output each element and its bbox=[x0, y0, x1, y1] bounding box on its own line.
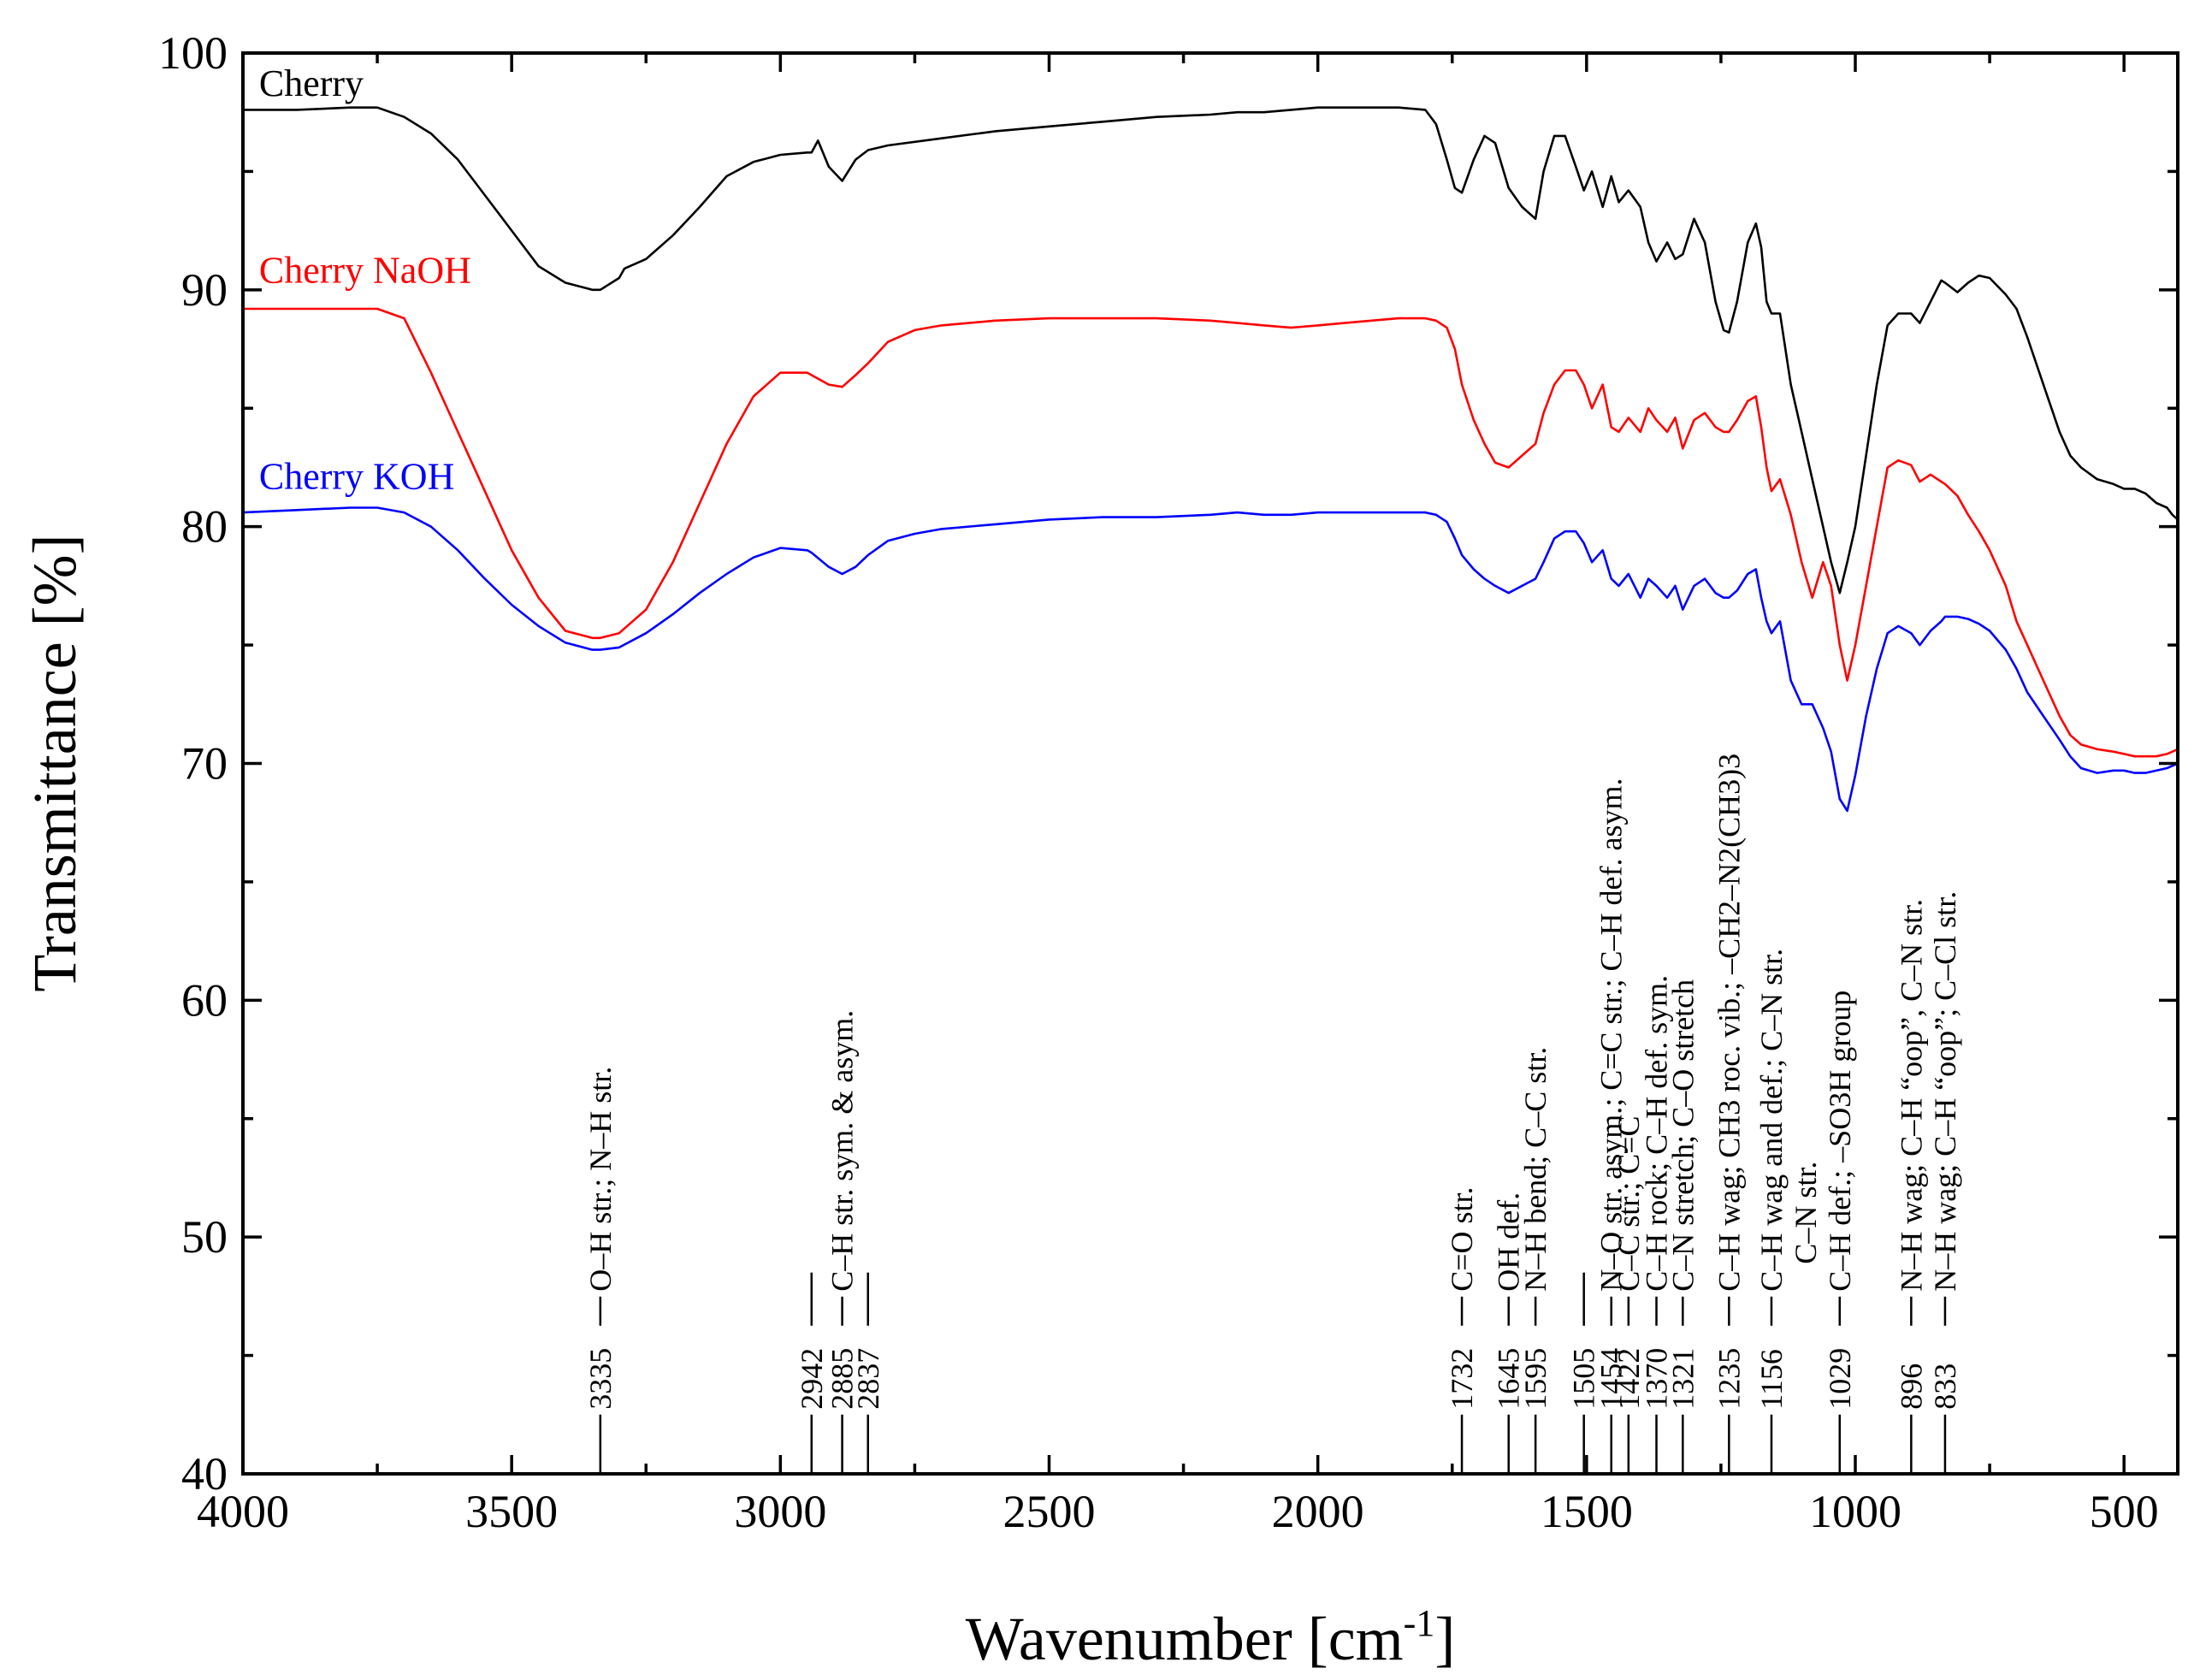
peak-annotation: C–N str. bbox=[1789, 1162, 1823, 1264]
x-tick-label: 3000 bbox=[734, 1486, 826, 1537]
peak-assignment-label: N–O str. asym.; C=C str.; C–H def. asym. bbox=[1594, 778, 1629, 1291]
plot-frame bbox=[241, 51, 2179, 1476]
x-tick-label: 2000 bbox=[1272, 1486, 1364, 1537]
peak-wavenumber-label: 896 bbox=[1894, 1364, 1928, 1410]
peak-assignment-label: N–H wag; C–H “oop”; C–Cl str. bbox=[1928, 891, 1962, 1292]
y-tick-label: 50 bbox=[181, 1211, 228, 1263]
peak-wavenumber-label: 2837 bbox=[851, 1348, 885, 1410]
peak-annotation: 1029 C–H def.; –SO3H group bbox=[1823, 991, 1857, 1474]
y-tick-label: 60 bbox=[181, 974, 228, 1026]
x-tick-label: 3500 bbox=[465, 1486, 558, 1537]
series-label: Cherry KOH bbox=[259, 455, 455, 497]
peak-wavenumber-label: 1029 bbox=[1823, 1348, 1857, 1410]
x-tick-label: 4000 bbox=[197, 1486, 289, 1537]
peak-wavenumber-label: 2885 bbox=[825, 1348, 860, 1410]
peak-annotation: 1156 C–H wag and def.; C–N str. bbox=[1754, 949, 1789, 1474]
y-tick-label: 70 bbox=[181, 738, 228, 790]
series-line-cherry bbox=[243, 106, 2179, 595]
peak-assignment-label: OH def. bbox=[1492, 1192, 1526, 1292]
peak-annotation: 1321 C–N stretch; C–O stretch bbox=[1665, 979, 1700, 1474]
x-tick-label: 1500 bbox=[1541, 1486, 1633, 1537]
peak-annotation: 3335 O–H str.; N–H str. bbox=[583, 1067, 618, 1474]
peak-wavenumber-label: 1505 bbox=[1567, 1348, 1601, 1410]
y-tick-label: 100 bbox=[158, 27, 228, 79]
x-axis-title: Wavenumber [cm-1] bbox=[966, 1602, 1456, 1673]
peak-annotation: 1370 C–H rock; C–H def. sym. bbox=[1640, 975, 1674, 1474]
peak-wavenumber-label: 1645 bbox=[1492, 1348, 1526, 1410]
peak-wavenumber-label: 1370 bbox=[1640, 1348, 1674, 1410]
peak-wavenumber-label: 1321 bbox=[1665, 1348, 1700, 1410]
peak-assignment-label: C–H def.; –SO3H group bbox=[1823, 991, 1857, 1292]
y-tick-label: 90 bbox=[181, 264, 228, 316]
peak-wavenumber-label: 833 bbox=[1928, 1364, 1962, 1410]
peak-wavenumber-label: 1422 bbox=[1612, 1348, 1646, 1410]
peak-annotation: 833 N–H wag; C–H “oop”; C–Cl str. bbox=[1928, 891, 1962, 1474]
peak-assignment-label: N–H bend; C–C str. bbox=[1518, 1047, 1552, 1292]
x-tick-label: 500 bbox=[2090, 1486, 2159, 1537]
series-label: Cherry bbox=[259, 62, 364, 104]
peak-annotation: 1595 N–H bend; C–C str. bbox=[1518, 1047, 1552, 1474]
peak-wavenumber-label: 1156 bbox=[1754, 1349, 1789, 1410]
peak-annotation: 1235 C–H wag; CH3 roc. vib.; –CH2–N2(CH3)… bbox=[1712, 754, 1746, 1474]
peak-assignment-label: O–H str.; N–H str. bbox=[583, 1067, 618, 1292]
peak-assignment-label: C–H str. sym. & asym. bbox=[825, 1010, 860, 1292]
series-layer: Cherry Cherry NaOH Cherry KOH bbox=[242, 62, 2179, 813]
y-axis-title: Transmittance [%] bbox=[21, 534, 89, 991]
axis-layer: 4000 3500 3000 2500 2000 1500 1000 500 40 50 60 70 8… bbox=[158, 27, 2178, 1537]
y-tick-label: 80 bbox=[181, 501, 228, 553]
peak-annotation: 1732 C=O str. bbox=[1445, 1186, 1479, 1474]
peak-annotation: 1422 C–C str.; C=C bbox=[1612, 1115, 1646, 1474]
peak-annotation: 1505 bbox=[1567, 1272, 1601, 1474]
y-tick-label: 40 bbox=[181, 1448, 228, 1500]
peak-wavenumber-label: 1732 bbox=[1445, 1348, 1479, 1410]
peak-annotation: 1645 OH def. bbox=[1492, 1192, 1526, 1474]
peak-assignment-label: C=O str. bbox=[1445, 1186, 1479, 1291]
x-tick-label: 2500 bbox=[1003, 1486, 1096, 1537]
peak-assignment-label: N–H wag; C–H “oop”, C–N str. bbox=[1894, 899, 1928, 1292]
peak-assignment-label: C–H rock; C–H def. sym. bbox=[1640, 975, 1674, 1292]
peak-wavenumber-label: 1235 bbox=[1712, 1348, 1746, 1410]
peak-assignment-label: C–C str.; C=C bbox=[1612, 1115, 1646, 1291]
series-line-cherry-naoh bbox=[243, 307, 2179, 758]
peak-assignment-label: C–H wag and def.; C–N str. bbox=[1754, 949, 1789, 1292]
series-line-cherry-koh bbox=[242, 506, 2179, 813]
peak-annotation: 896 N–H wag; C–H “oop”, C–N str. bbox=[1894, 899, 1928, 1474]
peak-wavenumber-label: 1595 bbox=[1518, 1348, 1552, 1410]
peak-annotation: 2837 bbox=[851, 1272, 885, 1474]
peak-annotation: 1454 N–O str. asym.; C=C str.; C–H def. a… bbox=[1594, 778, 1629, 1474]
peak-annotation: 2885 C–H str. sym. & asym. bbox=[825, 1010, 860, 1474]
peak-wavenumber-label: 3335 bbox=[583, 1348, 618, 1410]
peak-assignment-label: C–N stretch; C–O stretch bbox=[1665, 979, 1700, 1292]
x-axis-title-end: ] bbox=[1434, 1605, 1455, 1673]
x-tick-label: 1000 bbox=[1809, 1486, 1901, 1537]
x-axis-title-superscript: -1 bbox=[1404, 1602, 1435, 1644]
peak-wavenumber-label: 2942 bbox=[795, 1348, 829, 1410]
peak-wavenumber-label: 1454 bbox=[1594, 1348, 1629, 1410]
peak-assignment-label: C–N str. bbox=[1789, 1162, 1823, 1264]
series-label: Cherry NaOH bbox=[259, 250, 471, 292]
x-axis-title-text: Wavenumber [cm bbox=[966, 1605, 1404, 1673]
peak-assignment-label: C–H wag; CH3 roc. vib.; –CH2–N2(CH3)3 bbox=[1712, 754, 1746, 1292]
peak-annotation: 2942 bbox=[795, 1272, 829, 1474]
